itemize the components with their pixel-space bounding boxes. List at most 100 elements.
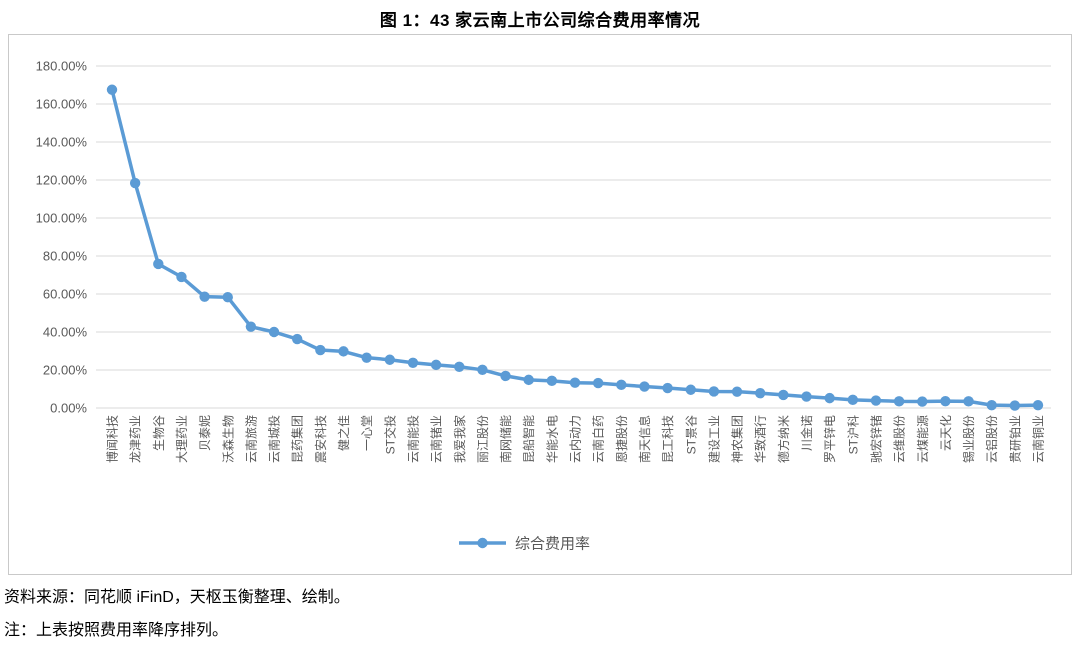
data-point xyxy=(1009,400,1021,411)
x-axis-label: 云维股份 xyxy=(893,415,907,463)
data-point xyxy=(592,377,604,389)
x-axis-label: 健之佳 xyxy=(337,415,351,451)
y-axis-tick-label: 180.00% xyxy=(36,59,88,74)
data-point xyxy=(523,374,534,386)
x-axis-label: 一心堂 xyxy=(360,415,374,451)
data-point xyxy=(963,396,974,407)
data-point xyxy=(1032,399,1044,411)
x-axis-label: 云铝股份 xyxy=(984,415,999,463)
data-point xyxy=(477,364,488,376)
data-point xyxy=(500,370,511,382)
data-point xyxy=(755,387,766,399)
x-axis-label: 云内动力 xyxy=(569,415,583,463)
x-axis-label: 华能水电 xyxy=(545,415,559,463)
data-point xyxy=(222,292,233,303)
x-axis-label: 锡业股份 xyxy=(961,415,976,463)
chart-svg: 0.00% 20.00% 40.00% 60.00% 80.00% 100.00% 120.… xyxy=(36,59,1051,553)
data-point xyxy=(986,399,997,411)
x-axis-label: 云南旅游 xyxy=(243,415,258,463)
x-axis-label: 丽江股份 xyxy=(476,415,490,463)
data-point xyxy=(268,326,280,338)
legend-marker-icon xyxy=(477,537,488,549)
x-axis-label: 我爱我家 xyxy=(452,415,467,463)
x-axis-label: 贵研铂业 xyxy=(1007,415,1022,463)
x-axis-label: 龙津药业 xyxy=(129,415,143,463)
x-axis-label: 云南铜业 xyxy=(1031,415,1046,463)
data-point xyxy=(106,84,118,95)
x-axis-label: 大理药业 xyxy=(175,415,189,463)
data-point xyxy=(454,361,465,372)
x-axis-label: 贝泰妮 xyxy=(198,415,212,451)
data-point xyxy=(662,382,673,394)
data-point xyxy=(153,258,164,270)
y-axis-tick-label: 140.00% xyxy=(36,135,88,150)
y-axis-tick-label: 60.00% xyxy=(43,287,88,302)
y-axis-tick-label: 20.00% xyxy=(43,363,88,378)
x-axis-label: 南天信息 xyxy=(637,415,652,463)
x-axis-label: 德方纳米 xyxy=(776,415,791,463)
x-axis-label: 川金诺 xyxy=(799,415,814,451)
data-point xyxy=(847,394,858,406)
x-axis-label: 博闻科技 xyxy=(105,415,120,463)
data-point xyxy=(245,321,257,332)
x-axis-label: 云南锗业 xyxy=(429,415,444,463)
data-point xyxy=(824,392,835,404)
source-note: 资料来源：同花顺 iFinD，天枢玉衡整理、绘制。 xyxy=(4,589,350,606)
x-axis-label: 云南能投 xyxy=(405,415,420,463)
data-point xyxy=(778,389,789,401)
data-point xyxy=(917,396,928,407)
x-axis-label: ST交投 xyxy=(382,415,397,454)
series-line xyxy=(110,88,1040,408)
chart-area: 0.00% 20.00% 40.00% 60.00% 80.00% 100.00% 120.… xyxy=(8,34,1072,575)
y-axis-tick-label: 80.00% xyxy=(43,249,88,264)
x-axis-label: ST沪科 xyxy=(846,415,860,454)
x-axis-label: 云天化 xyxy=(939,415,953,451)
data-point xyxy=(199,291,210,302)
x-axis-label: 神农集团 xyxy=(730,415,745,463)
y-axis-tick-label: 0.00% xyxy=(50,401,87,416)
y-axis-tick-label: 100.00% xyxy=(36,211,88,226)
data-point xyxy=(384,354,395,365)
x-axis-label: 南网储能 xyxy=(498,415,513,463)
legend-label: 综合费用率 xyxy=(515,536,590,553)
data-point xyxy=(731,386,743,397)
data-point xyxy=(292,333,303,345)
data-point xyxy=(546,375,558,387)
data-point xyxy=(616,379,627,391)
data-point xyxy=(129,177,141,189)
x-axis-label: 云南白药 xyxy=(591,415,606,463)
y-axis-tick-label: 120.00% xyxy=(36,173,88,188)
data-point xyxy=(407,357,419,368)
data-point xyxy=(315,344,326,356)
data-point xyxy=(940,395,951,407)
x-axis-label: 昆船智能 xyxy=(521,415,536,463)
x-axis-label: 震安科技 xyxy=(313,415,328,463)
data-point xyxy=(708,386,720,397)
data-point xyxy=(430,359,442,371)
x-axis-label: 生物谷 xyxy=(152,415,166,451)
x-axis-label: 驰宏锌锗 xyxy=(868,415,883,463)
data-point xyxy=(361,352,372,363)
x-axis-label: 恩捷股份 xyxy=(615,415,629,463)
x-axis-label: 昆药集团 xyxy=(290,415,305,463)
data-point xyxy=(801,391,812,402)
data-point xyxy=(639,381,650,392)
data-point xyxy=(569,377,581,388)
x-axis-label: 建设工业 xyxy=(707,415,721,463)
chart-title: 图 1：43 家云南上市公司综合费用率情况 xyxy=(379,11,701,30)
x-axis-label: 华致酒行 xyxy=(754,415,768,463)
x-axis-label: 昆工科技 xyxy=(661,415,675,463)
x-axis-label: 罗平锌电 xyxy=(823,415,837,463)
y-axis-tick-label: 40.00% xyxy=(43,325,88,340)
data-point xyxy=(338,346,349,357)
data-point xyxy=(685,384,696,395)
sort-note: 注：上表按照费用率降序排列。 xyxy=(4,622,229,639)
data-point xyxy=(893,396,905,407)
x-axis-label: 云煤能源 xyxy=(916,415,930,463)
data-point xyxy=(870,395,882,406)
x-axis-label: 沃森生物 xyxy=(220,415,235,463)
y-axis-tick-label: 160.00% xyxy=(36,97,88,112)
data-point xyxy=(176,271,187,283)
x-axis-label: ST景谷 xyxy=(684,415,698,454)
